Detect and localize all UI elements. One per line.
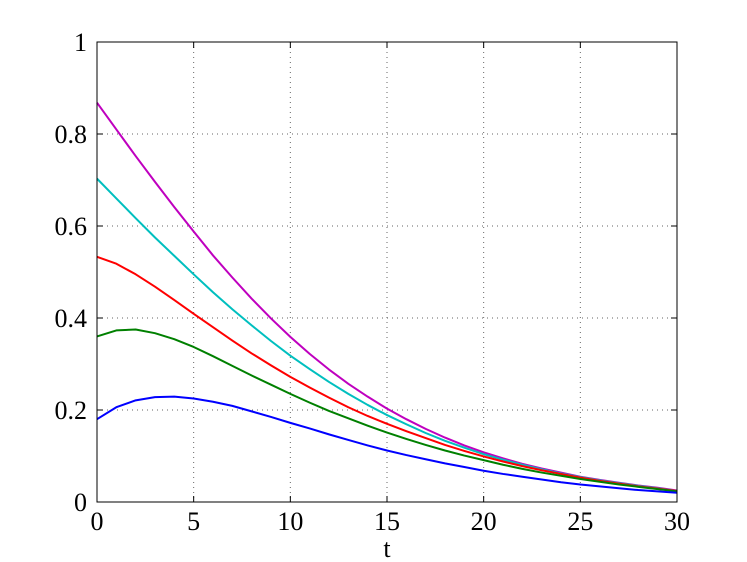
- x-tick-label: 5: [187, 507, 200, 536]
- axis-ticks: [96, 41, 678, 503]
- y-tick-label: 0.8: [55, 120, 88, 149]
- x-tick-label: 30: [664, 507, 690, 536]
- x-tick-label: 10: [277, 507, 303, 536]
- series-line-2: [96, 177, 678, 492]
- grid-lines: [97, 42, 677, 502]
- y-tick-label: 0.2: [55, 396, 88, 425]
- x-tick-label: 15: [374, 507, 400, 536]
- y-tick-label: 0.4: [55, 304, 88, 333]
- x-tick-label: 20: [471, 507, 497, 536]
- x-tick-labels: 0 5 10 15 20 25 30: [91, 507, 691, 536]
- series-line-5: [96, 395, 678, 494]
- series-line-4: [96, 328, 678, 493]
- y-tick-label: 1: [74, 28, 87, 57]
- series-line-3: [96, 255, 678, 492]
- y-tick-label: 0: [74, 488, 87, 517]
- x-axis-label: t: [383, 534, 391, 562]
- y-tick-label: 0.6: [55, 212, 88, 241]
- y-tick-labels: 0 0.2 0.4 0.6 0.8 1: [55, 28, 88, 517]
- x-tick-label: 25: [567, 507, 593, 536]
- x-tick-label: 0: [91, 507, 104, 536]
- series-lines: [96, 102, 678, 494]
